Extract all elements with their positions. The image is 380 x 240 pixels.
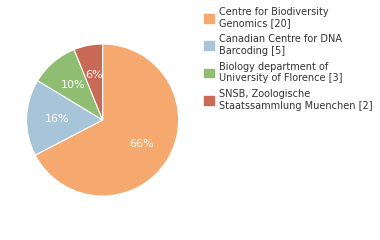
Wedge shape bbox=[35, 44, 179, 196]
Text: 6%: 6% bbox=[85, 70, 103, 80]
Text: 66%: 66% bbox=[129, 139, 154, 149]
Text: 16%: 16% bbox=[45, 114, 69, 124]
Wedge shape bbox=[74, 44, 103, 120]
Wedge shape bbox=[38, 49, 103, 120]
Legend: Centre for Biodiversity
Genomics [20], Canadian Centre for DNA
Barcoding [5], Bi: Centre for Biodiversity Genomics [20], C… bbox=[203, 5, 375, 113]
Text: 10%: 10% bbox=[61, 80, 86, 90]
Wedge shape bbox=[27, 81, 103, 155]
